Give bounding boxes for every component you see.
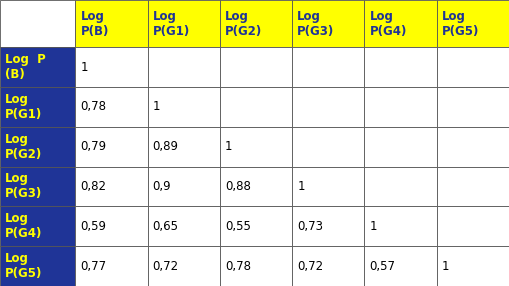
Bar [220,127,292,166]
Text: 0,73: 0,73 [297,220,323,233]
Bar [0,166,75,206]
Bar [364,166,437,206]
Bar [148,127,220,166]
Bar [75,206,148,246]
Bar [148,246,220,286]
Text: 0,72: 0,72 [297,260,323,273]
Text: 1: 1 [297,180,305,193]
Bar [75,166,148,206]
Text: 0,72: 0,72 [153,260,179,273]
Bar [148,206,220,246]
Bar [437,246,509,286]
Bar [148,0,220,47]
Bar [364,246,437,286]
Bar [292,206,364,246]
Bar [292,47,364,87]
Text: Log
P(G2): Log P(G2) [225,10,262,37]
Text: 0,9: 0,9 [153,180,172,193]
Text: 0,78: 0,78 [225,260,251,273]
Bar [0,87,75,127]
Bar [0,47,75,87]
Bar [220,87,292,127]
Bar [292,0,364,47]
Bar [0,0,75,47]
Text: Log
P(G3): Log P(G3) [5,172,42,200]
Text: 0,77: 0,77 [80,260,106,273]
Text: Log
P(B): Log P(B) [80,10,109,37]
Text: Log
P(G4): Log P(G4) [5,212,42,240]
Bar [292,87,364,127]
Bar [292,127,364,166]
Bar [75,0,148,47]
Bar [75,127,148,166]
Text: Log
P(G2): Log P(G2) [5,133,42,161]
Bar [364,47,437,87]
Bar [364,0,437,47]
Bar [0,206,75,246]
Bar [220,206,292,246]
Bar [75,246,148,286]
Text: 0,82: 0,82 [80,180,106,193]
Text: 0,59: 0,59 [80,220,106,233]
Text: 0,65: 0,65 [153,220,179,233]
Text: Log
P(G3): Log P(G3) [297,10,334,37]
Bar [148,87,220,127]
Text: 1: 1 [80,61,88,74]
Text: Log  P
(B): Log P (B) [5,53,45,81]
Bar [75,47,148,87]
Bar [220,166,292,206]
Bar [364,206,437,246]
Text: 0,89: 0,89 [153,140,179,153]
Text: 0,88: 0,88 [225,180,251,193]
Bar [437,166,509,206]
Text: 1: 1 [225,140,233,153]
Text: 1: 1 [153,100,160,113]
Bar [75,87,148,127]
Bar [364,87,437,127]
Bar [437,127,509,166]
Bar [0,127,75,166]
Bar [292,166,364,206]
Text: 1: 1 [442,260,449,273]
Bar [148,166,220,206]
Bar [220,246,292,286]
Bar [437,47,509,87]
Bar [364,127,437,166]
Text: Log
P(G4): Log P(G4) [370,10,407,37]
Text: 0,78: 0,78 [80,100,106,113]
Text: Log
P(G1): Log P(G1) [5,93,42,121]
Text: 0,55: 0,55 [225,220,251,233]
Text: Log
P(G5): Log P(G5) [442,10,479,37]
Bar [220,47,292,87]
Bar [220,0,292,47]
Bar [437,206,509,246]
Text: Log
P(G5): Log P(G5) [5,252,42,280]
Text: 0,57: 0,57 [370,260,395,273]
Bar [437,87,509,127]
Text: 0,79: 0,79 [80,140,106,153]
Bar [0,246,75,286]
Bar [148,47,220,87]
Text: Log
P(G1): Log P(G1) [153,10,190,37]
Text: 1: 1 [370,220,377,233]
Bar [437,0,509,47]
Bar [292,246,364,286]
